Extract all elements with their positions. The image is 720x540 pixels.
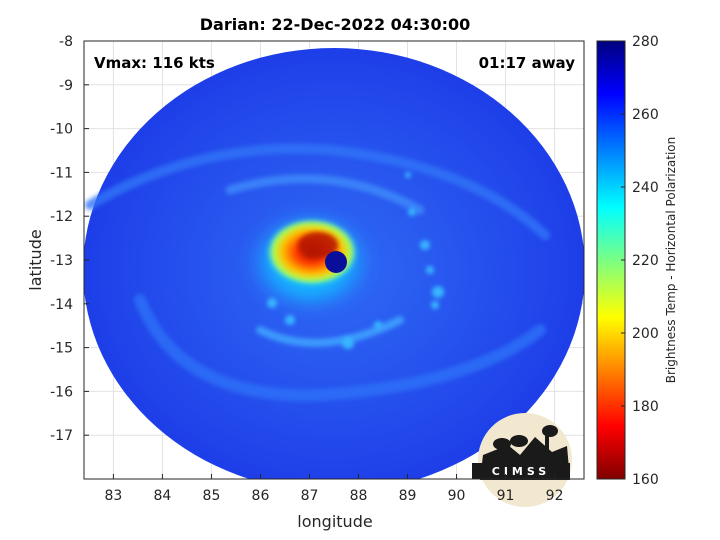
cimss-logo: CIMSS — [472, 413, 572, 507]
chart-title: Darian: 22-Dec-2022 04:30:00 — [200, 15, 470, 34]
y-tick-label: -15 — [50, 341, 73, 357]
y-tick-label: -14 — [50, 297, 73, 313]
colorbar-tick-label: 180 — [632, 399, 659, 415]
convective-cell — [374, 321, 382, 329]
colorbar-ticks: 280 260 240 220 200 180 160 — [621, 34, 659, 488]
time-away-annotation: 01:17 away — [479, 54, 576, 72]
x-tick-label: 84 — [154, 488, 172, 504]
convective-cell — [405, 172, 411, 178]
colorbar-tick-label: 260 — [632, 107, 659, 123]
logo-text: CIMSS — [492, 465, 550, 478]
vmax-annotation: Vmax: 116 kts — [94, 54, 215, 72]
colorbar-tick-label: 280 — [632, 34, 659, 50]
satellite-dish-icon — [510, 435, 528, 447]
water-tower-tank-icon — [542, 425, 558, 437]
water-tower-icon — [545, 436, 549, 466]
x-tick-label: 87 — [301, 488, 319, 504]
convective-cell — [285, 315, 295, 325]
convective-cell — [432, 286, 444, 298]
x-axis-ticks: 83 84 85 86 87 88 89 90 91 92 — [104, 474, 564, 504]
colorbar-tick-label: 220 — [632, 253, 659, 269]
logo-banner — [472, 463, 570, 479]
colorbar-tick-label: 160 — [632, 472, 659, 488]
storm-eye — [325, 251, 347, 273]
y-axis-ticks: -8 -9 -10 -11 -12 -13 -14 -15 -16 -17 — [50, 34, 89, 444]
convective-cell — [420, 240, 430, 250]
x-tick-label: 91 — [497, 488, 515, 504]
y-tick-label: -12 — [50, 209, 73, 225]
colorbar-label: Brightness Temp - Horizontal Polarizatio… — [664, 137, 678, 384]
spiral-band — [256, 316, 404, 347]
convective-cell — [426, 266, 434, 274]
x-tick-label: 85 — [203, 488, 221, 504]
y-tick-label: -10 — [50, 122, 73, 138]
satellite-dish-icon — [493, 438, 511, 450]
x-tick-label: 89 — [399, 488, 417, 504]
y-tick-label: -11 — [50, 165, 73, 181]
x-tick-label: 92 — [546, 488, 564, 504]
brightness-temp-image — [84, 48, 584, 479]
spiral-band — [225, 174, 425, 215]
convective-cell — [408, 208, 416, 216]
x-tick-label: 83 — [104, 488, 122, 504]
convective-cell — [342, 337, 354, 349]
y-tick-label: -17 — [50, 428, 73, 444]
y-tick-label: -13 — [50, 253, 73, 269]
colorbar-tick-label: 240 — [632, 180, 659, 196]
y-tick-label: -8 — [59, 34, 73, 50]
y-axis-label: latitude — [26, 229, 45, 290]
spiral-band — [85, 143, 550, 240]
x-tick-label: 86 — [252, 488, 270, 504]
y-tick-label: -9 — [59, 78, 73, 94]
x-tick-label: 88 — [350, 488, 368, 504]
y-tick-label: -16 — [50, 384, 73, 400]
colorbar-tick-label: 200 — [632, 326, 659, 342]
spiral-band — [134, 294, 546, 402]
convective-cell — [267, 298, 277, 308]
x-tick-label: 90 — [448, 488, 466, 504]
convective-cell — [431, 301, 439, 309]
warm-core-center — [298, 232, 338, 258]
colorbar — [596, 40, 626, 480]
x-axis-label: longitude — [297, 512, 372, 531]
